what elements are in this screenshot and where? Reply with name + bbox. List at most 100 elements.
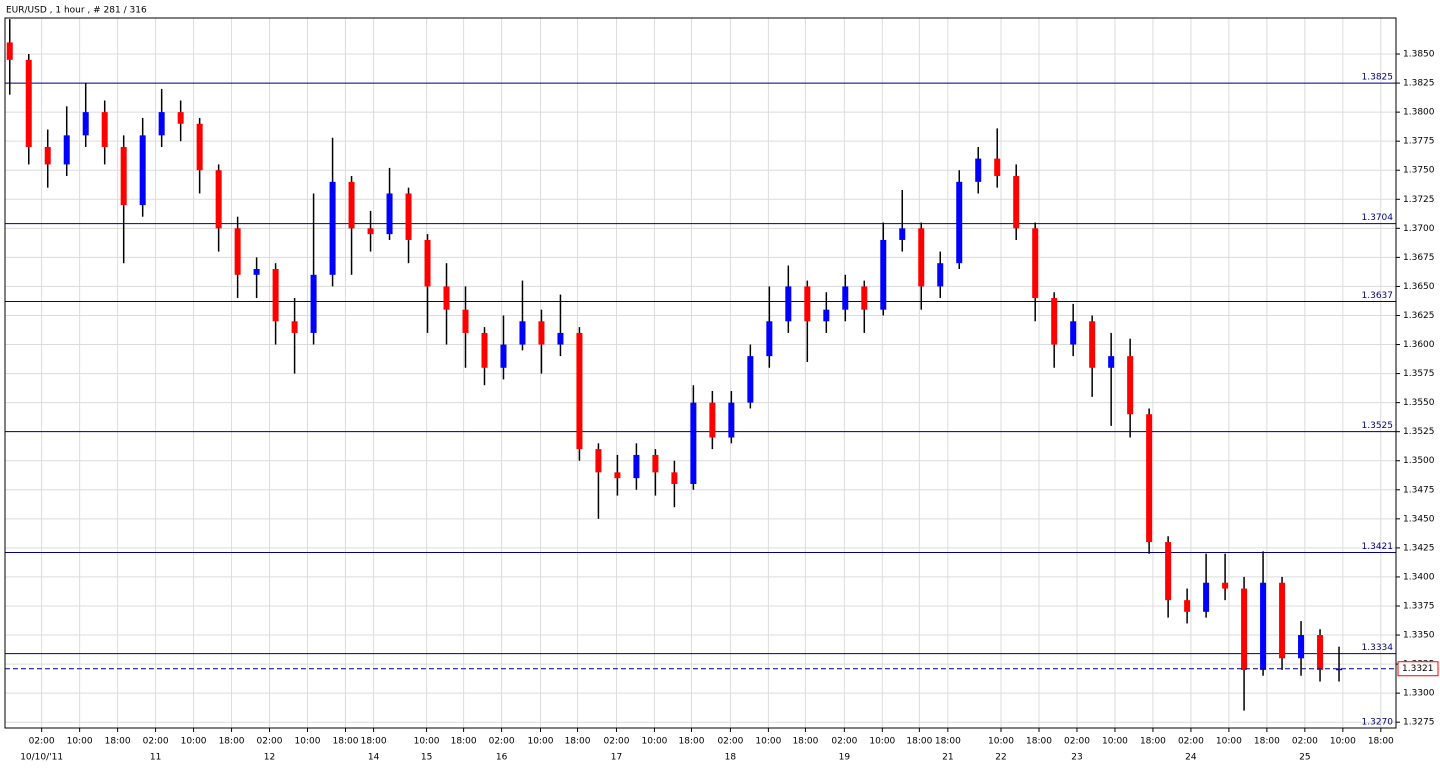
candle-body: [1222, 582, 1229, 589]
candle-body: [1336, 668, 1343, 671]
candle-body: [462, 309, 469, 333]
x-tick-label: 10:00: [869, 737, 895, 747]
y-tick-label: 1.3575: [1403, 369, 1435, 379]
candle-body: [405, 193, 412, 240]
candle-body: [671, 472, 678, 484]
y-tick-label: 1.3550: [1403, 398, 1435, 408]
candle-body: [823, 309, 830, 322]
candle-body: [1298, 635, 1305, 659]
x-tick-label: 18:00: [451, 737, 477, 747]
candle-body: [443, 286, 450, 310]
y-tick-label: 1.3625: [1403, 311, 1435, 321]
date-label: 21: [942, 753, 953, 763]
x-tick-label: 10:00: [414, 737, 440, 747]
candle-body: [1165, 542, 1172, 601]
candle-body: [101, 112, 108, 147]
y-tick-label: 1.3725: [1403, 195, 1435, 205]
candle-body: [1260, 582, 1267, 670]
x-tick-label: 18:00: [679, 737, 705, 747]
candle-body: [1051, 298, 1058, 345]
level-label: 1.3825: [1362, 73, 1394, 83]
candle-body: [1317, 635, 1324, 670]
candle-body: [329, 181, 336, 275]
x-tick-label: 18:00: [935, 737, 961, 747]
y-tick-label: 1.3300: [1403, 689, 1435, 699]
x-tick-label: 02:00: [257, 737, 283, 747]
y-tick-label: 1.3525: [1403, 427, 1435, 437]
candle-body: [1184, 600, 1191, 612]
x-tick-label: 18:00: [361, 737, 387, 747]
x-tick-label: 10:00: [1216, 737, 1242, 747]
candle-body: [44, 146, 51, 165]
x-tick-label: 18:00: [219, 737, 245, 747]
candle-body: [918, 228, 925, 287]
candle-body: [424, 239, 431, 287]
level-label: 1.3704: [1362, 213, 1394, 223]
date-label: 18: [725, 753, 737, 763]
candle-body: [1127, 356, 1134, 415]
candle-body: [937, 263, 944, 287]
x-tick-label: 02:00: [1064, 737, 1090, 747]
x-tick-label: 02:00: [489, 737, 515, 747]
candle-body: [481, 332, 488, 368]
y-tick-label: 1.3800: [1403, 108, 1435, 118]
candle-body: [291, 321, 298, 333]
current-price-label: 1.3321: [1402, 664, 1434, 674]
candle-body: [576, 332, 583, 450]
candle-body: [880, 239, 887, 310]
y-tick-label: 1.3500: [1403, 456, 1435, 466]
y-tick-label: 1.3850: [1403, 50, 1435, 60]
y-tick-label: 1.3275: [1403, 718, 1435, 728]
x-tick-label: 02:00: [604, 737, 630, 747]
candle-body: [1146, 414, 1153, 543]
x-tick-label: 18:00: [333, 737, 359, 747]
candle-body: [975, 158, 982, 182]
y-tick-label: 1.3425: [1403, 543, 1435, 553]
candle-body: [139, 135, 146, 206]
x-tick-label: 10:00: [67, 737, 93, 747]
candle-body: [500, 344, 507, 368]
x-tick-label: 18:00: [1140, 737, 1166, 747]
level-label: 1.3525: [1362, 421, 1394, 431]
candle-body: [120, 146, 127, 206]
y-tick-label: 1.3350: [1403, 631, 1435, 641]
date-label: 12: [264, 753, 275, 763]
candle-body: [652, 454, 659, 473]
level-label: 1.3421: [1362, 542, 1394, 552]
current-price-box: [1397, 661, 1439, 677]
date-label: 25: [1299, 753, 1310, 763]
candle-body: [82, 112, 89, 136]
level-label: 1.3270: [1362, 718, 1394, 728]
y-tick-label: 1.3775: [1403, 137, 1435, 147]
date-label: 23: [1071, 753, 1082, 763]
level-label: 1.3334: [1362, 643, 1394, 653]
candle-body: [348, 181, 355, 229]
candle-body: [63, 135, 70, 165]
date-label: 19: [839, 753, 851, 763]
y-tick-label: 1.3450: [1403, 514, 1435, 524]
candle-body: [994, 158, 1001, 177]
candle-body: [956, 181, 963, 264]
x-tick-label: 18:00: [906, 737, 932, 747]
x-tick-label: 10:00: [1330, 737, 1356, 747]
x-tick-label: 02:00: [143, 737, 169, 747]
chart-title: EUR/USD , 1 hour , # 281 / 316: [6, 6, 147, 16]
x-tick-label: 18:00: [105, 737, 131, 747]
candle-body: [633, 454, 640, 479]
date-label: 16: [496, 753, 508, 763]
candle-body: [1241, 588, 1248, 670]
candle-body: [690, 402, 697, 484]
candle-body: [804, 286, 811, 322]
date-label: 14: [368, 753, 380, 763]
x-tick-label: 18:00: [1368, 737, 1394, 747]
x-tick-label: 18:00: [792, 737, 818, 747]
candle-body: [1013, 176, 1020, 229]
candle-body: [386, 193, 393, 235]
candle-body: [766, 321, 773, 357]
x-tick-label: 10:00: [755, 737, 781, 747]
x-tick-label: 10:00: [641, 737, 667, 747]
candle-body: [196, 123, 203, 171]
x-tick-label: 10:00: [181, 737, 207, 747]
